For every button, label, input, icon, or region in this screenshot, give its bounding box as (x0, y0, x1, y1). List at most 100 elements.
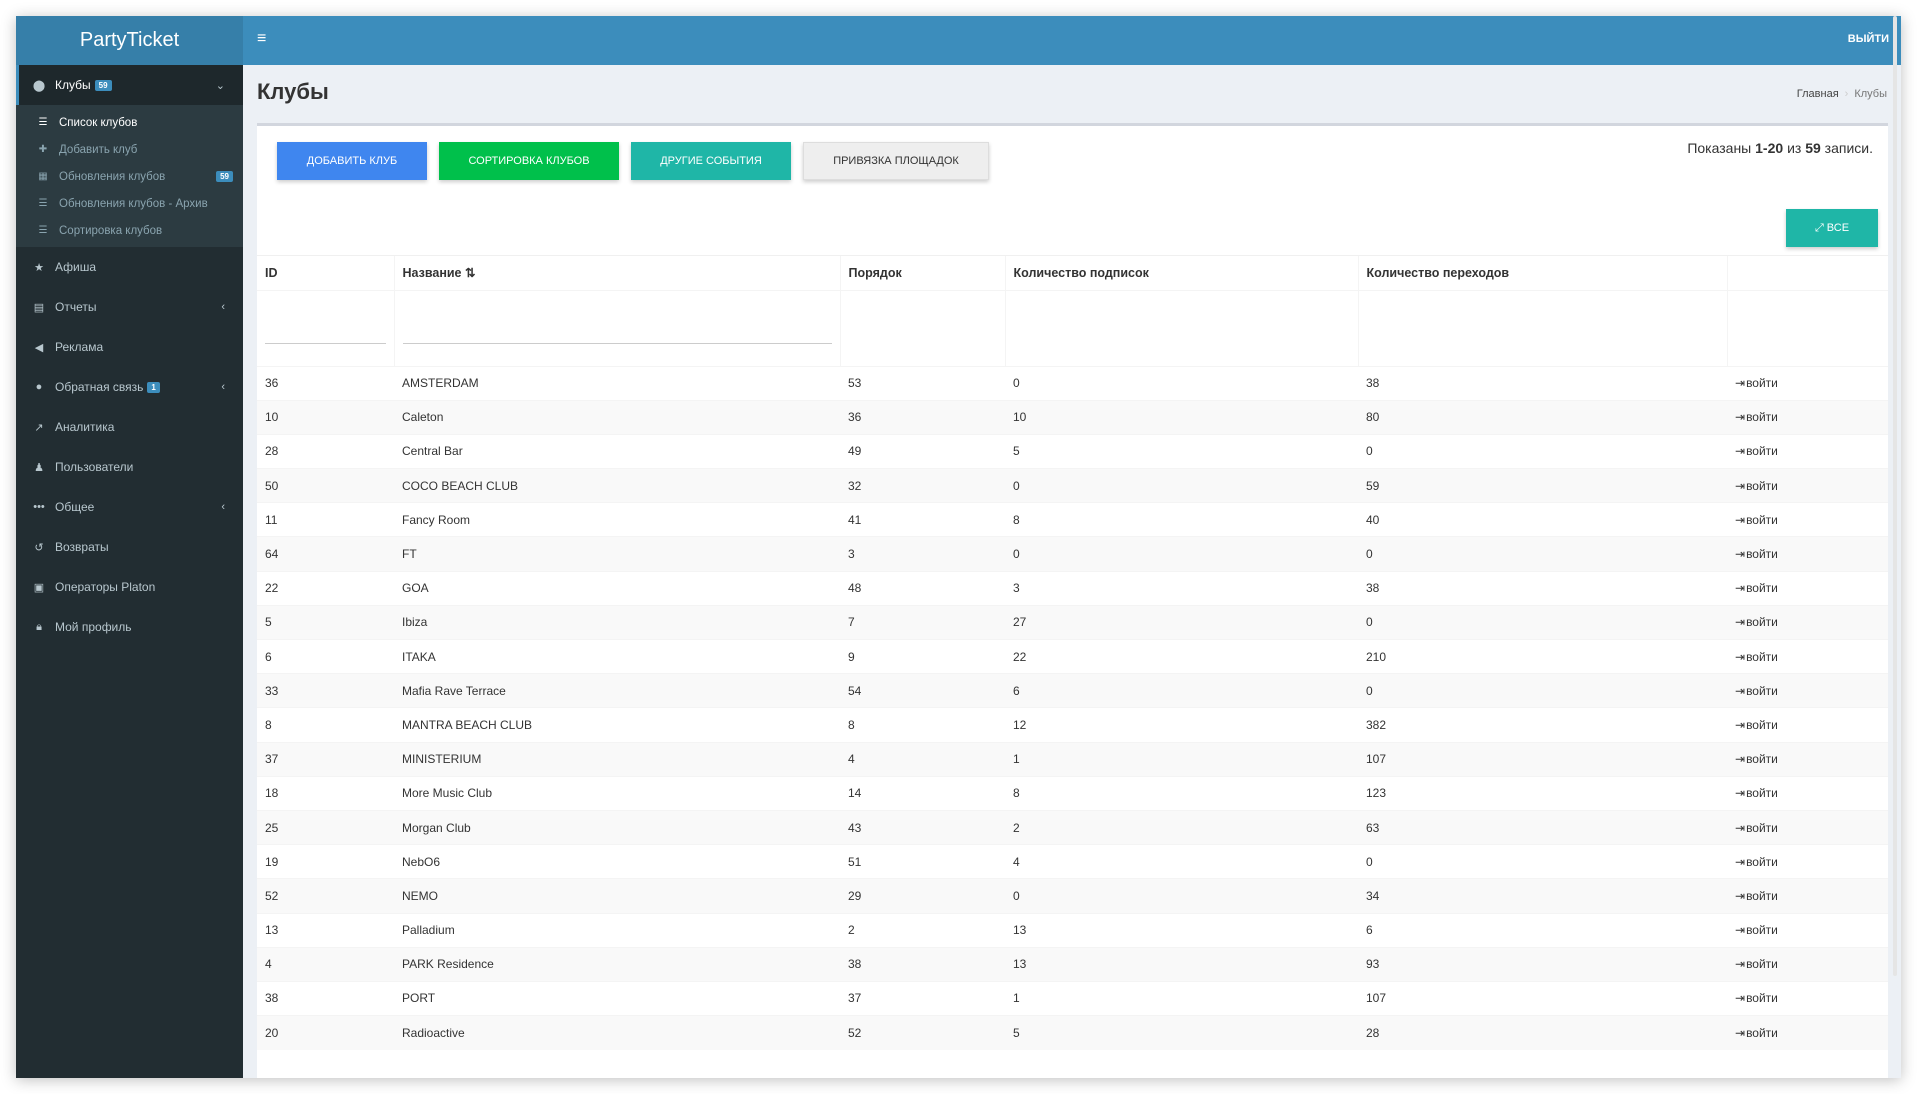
breadcrumb-home[interactable]: Главная (1796, 88, 1839, 100)
cell-subscriptions: 5 (1005, 433, 1358, 469)
id-filter-input[interactable] (265, 321, 386, 344)
login-as-club-link[interactable]: ⇥войти (1735, 581, 1778, 595)
summary-suffix: записи. (1824, 140, 1873, 156)
cell-name: PARK Residence (394, 946, 840, 982)
login-as-club-link[interactable]: ⇥войти (1735, 684, 1778, 698)
sign-in-icon: ⇥ (1735, 1025, 1746, 1040)
column-header-name[interactable]: Название ⇅ (394, 256, 841, 291)
bind-venues-button[interactable]: ПРИВЯЗКА ПЛОЩАДОК (803, 142, 989, 180)
cell-id: 33 (257, 673, 394, 708)
cell-actions: ⇥войти (1727, 433, 1888, 469)
submenu-item-club-list[interactable]: ☰ Список клубов (16, 109, 243, 136)
submenu-item-club-updates-archive[interactable]: ☰ Обновления клубов - Архив (16, 190, 243, 217)
app-window: PartyTicket ⬤ Клубы 59 ⌄ ☰ Список клубов… (16, 16, 1901, 1078)
login-as-club-link[interactable]: ⇥войти (1735, 718, 1778, 732)
login-as-club-link[interactable]: ⇥войти (1735, 889, 1778, 903)
cell-subscriptions: 8 (1005, 775, 1358, 811)
table-row: 52 NEMO 29 0 34 ⇥войти (257, 878, 1888, 913)
cell-actions: ⇥войти (1727, 673, 1888, 708)
add-club-button[interactable]: ДОБАВИТЬ КЛУБ (277, 142, 427, 180)
cell-order: 54 (840, 673, 1005, 708)
breadcrumb: Главная › Клубы (1797, 88, 1887, 100)
login-as-club-link[interactable]: ⇥войти (1735, 615, 1778, 629)
cell-actions: ⇥войти (1727, 1015, 1888, 1050)
cell-actions: ⇥войти (1727, 844, 1888, 879)
sign-in-icon: ⇥ (1735, 376, 1746, 391)
sidebar-item-clubs[interactable]: ⬤ Клубы 59 ⌄ (16, 65, 243, 105)
login-as-club-link[interactable]: ⇥войти (1735, 410, 1778, 424)
login-as-club-link[interactable]: ⇥войти (1735, 752, 1778, 766)
login-label: войти (1746, 820, 1778, 835)
login-as-club-link[interactable]: ⇥войти (1735, 376, 1778, 390)
submenu-item-club-sorting[interactable]: ☰ Сортировка клубов (16, 217, 243, 244)
login-as-club-link[interactable]: ⇥войти (1735, 923, 1778, 937)
column-header-visits[interactable]: Количество переходов (1358, 256, 1728, 291)
star-icon: ★ (34, 261, 44, 274)
cell-actions: ⇥войти (1727, 980, 1888, 1016)
login-as-club-link[interactable]: ⇥войти (1735, 991, 1778, 1005)
column-header-order[interactable]: Порядок (840, 256, 1006, 291)
login-label: войти (1746, 410, 1778, 425)
login-as-club-link[interactable]: ⇥войти (1735, 1026, 1778, 1040)
cell-name: MINISTERIUM (394, 741, 840, 777)
sidebar-item-refunds[interactable]: ↺ Возвраты (16, 527, 243, 567)
sidebar-item-general[interactable]: ••• Общее ‹ (16, 487, 243, 527)
cell-id: 38 (257, 980, 394, 1016)
cell-name: NebO6 (394, 844, 840, 879)
cell-order: 14 (840, 775, 1005, 811)
sort-clubs-button[interactable]: СОРТИРОВКА КЛУБОВ (439, 142, 619, 180)
cell-id: 64 (257, 536, 394, 572)
submenu-item-add-club[interactable]: ✚ Добавить клуб (16, 136, 243, 163)
sidebar-item-platon-operators[interactable]: ▣ Операторы Platon (16, 567, 243, 607)
cell-id: 37 (257, 741, 394, 777)
chevron-left-icon: ‹ (221, 501, 225, 513)
summary-mid: из (1787, 140, 1802, 156)
column-header-subscriptions[interactable]: Количество подписок (1005, 256, 1359, 291)
column-header-id[interactable]: ID (257, 256, 395, 291)
login-as-club-link[interactable]: ⇥войти (1735, 547, 1778, 561)
sidebar-item-reports[interactable]: ▤ Отчеты ‹ (16, 287, 243, 327)
sidebar-item-afisha[interactable]: ★ Афиша (16, 247, 243, 287)
login-label: войти (1746, 547, 1778, 562)
logout-button[interactable]: ВЫЙТИ (1847, 33, 1889, 45)
login-as-club-link[interactable]: ⇥войти (1735, 444, 1778, 458)
cell-order: 4 (840, 741, 1005, 777)
other-events-button[interactable]: ДРУГИЕ СОБЫТИЯ (631, 142, 791, 180)
submenu-item-club-updates[interactable]: ▦ Обновления клубов 59 (16, 163, 243, 190)
cell-actions: ⇥войти (1727, 946, 1888, 982)
filter-cell-subscriptions (1005, 290, 1359, 366)
app-logo[interactable]: PartyTicket (16, 16, 243, 65)
table-row: 19 NebO6 51 4 0 ⇥войти (257, 844, 1888, 879)
login-as-club-link[interactable]: ⇥войти (1735, 479, 1778, 493)
sign-in-icon: ⇥ (1735, 717, 1746, 732)
sidebar-item-users[interactable]: ♟ Пользователи (16, 447, 243, 487)
login-label: войти (1746, 444, 1778, 459)
sidebar-item-analytics[interactable]: ↗ Аналитика (16, 407, 243, 447)
window-scrollbar[interactable] (1893, 16, 1897, 976)
login-as-club-link[interactable]: ⇥войти (1735, 957, 1778, 971)
cell-order: 53 (840, 365, 1005, 401)
login-label: войти (1746, 957, 1778, 972)
cell-name: Ibiza (394, 604, 840, 640)
name-filter-input[interactable] (402, 321, 832, 344)
cell-subscriptions: 13 (1005, 912, 1358, 948)
comment-icon: ● (35, 381, 43, 393)
show-all-button[interactable]: ⤢ ВСЕ (1786, 209, 1878, 247)
megaphone-icon: ◀ (34, 341, 44, 354)
dots-icon: ••• (33, 501, 45, 513)
login-as-club-link[interactable]: ⇥войти (1735, 650, 1778, 664)
hamburger-icon[interactable]: ≡ (257, 30, 267, 47)
login-as-club-link[interactable]: ⇥войти (1735, 821, 1778, 835)
sidebar-item-feedback[interactable]: ● Обратная связь 1 ‹ (16, 367, 243, 407)
login-as-club-link[interactable]: ⇥войти (1735, 855, 1778, 869)
sign-in-icon: ⇥ (1735, 444, 1746, 459)
sign-in-icon: ⇥ (1735, 615, 1746, 630)
login-as-club-link[interactable]: ⇥войти (1735, 786, 1778, 800)
cell-visits: 210 (1358, 638, 1727, 674)
sidebar-item-ads[interactable]: ◀ Реклама (16, 327, 243, 367)
sidebar-item-my-profile[interactable]: 🔒︎ Мой профиль (16, 607, 243, 647)
clubs-box: ДОБАВИТЬ КЛУБ СОРТИРОВКА КЛУБОВ ДРУГИЕ С… (257, 123, 1888, 1078)
login-as-club-link[interactable]: ⇥войти (1735, 513, 1778, 527)
cell-visits: 0 (1358, 844, 1727, 879)
cell-name: Mafia Rave Terrace (394, 673, 840, 708)
